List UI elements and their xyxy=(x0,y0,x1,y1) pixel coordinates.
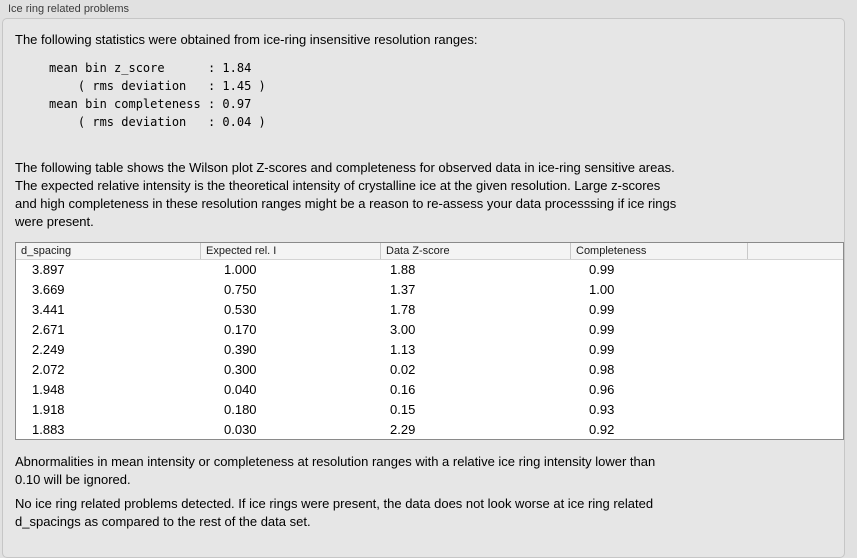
table-cell: 0.02 xyxy=(390,362,416,377)
table-cell xyxy=(747,300,843,320)
table-row[interactable]: 1.883 0.030 2.29 0.92 xyxy=(16,420,843,439)
table-row[interactable]: 2.671 0.170 3.00 0.99 xyxy=(16,320,843,340)
table-row[interactable]: 1.918 0.180 0.15 0.93 xyxy=(16,400,843,420)
table-row[interactable]: 2.072 0.300 0.02 0.98 xyxy=(16,360,843,380)
table-cell xyxy=(747,380,843,400)
table-cell xyxy=(747,400,843,420)
table-description-text: The following table shows the Wilson plo… xyxy=(15,159,832,231)
text-line: The expected relative intensity is the t… xyxy=(15,178,661,193)
table-cell: 3.441 xyxy=(32,302,65,317)
table-cell: 3.897 xyxy=(32,262,65,277)
table-cell: 0.92 xyxy=(589,422,615,437)
table-cell: 0.170 xyxy=(224,322,257,337)
table-cell: 0.99 xyxy=(589,302,615,317)
table-cell: 0.15 xyxy=(390,402,416,417)
ignored-ranges-note-text: Abnormalities in mean intensity or compl… xyxy=(15,453,832,489)
table-cell: 0.99 xyxy=(589,262,615,277)
panel-title: Ice ring related problems xyxy=(8,3,130,15)
table-cell: 0.96 xyxy=(589,382,615,397)
column-header-expected-rel-i[interactable]: Expected rel. I xyxy=(200,243,380,259)
table-cell: 1.37 xyxy=(390,282,416,297)
text-line: The following table shows the Wilson plo… xyxy=(15,160,675,175)
mean-bin-statistics-block: mean bin z_score : 1.84 ( rms deviation … xyxy=(49,61,266,129)
table-cell: 2.29 xyxy=(390,422,416,437)
table-cell xyxy=(747,360,843,380)
table-cell: 3.00 xyxy=(390,322,416,337)
table-cell xyxy=(747,260,843,280)
table-cell xyxy=(747,280,843,300)
text-line: Abnormalities in mean intensity or compl… xyxy=(15,454,656,469)
table-cell: 0.98 xyxy=(589,362,615,377)
table-cell: 2.671 xyxy=(32,322,65,337)
text-line: were present. xyxy=(15,214,94,229)
table-row[interactable]: 3.897 1.000 1.88 0.99 xyxy=(16,260,843,280)
conclusion-text: No ice ring related problems detected. I… xyxy=(15,495,832,531)
table-cell xyxy=(747,340,843,360)
table-cell: 0.16 xyxy=(390,382,416,397)
text-line: and high completeness in these resolutio… xyxy=(15,196,677,211)
table-cell: 0.040 xyxy=(224,382,257,397)
table-cell: 1.00 xyxy=(589,282,615,297)
statistics-intro-text: The following statistics were obtained f… xyxy=(15,32,478,47)
table-row[interactable]: 3.669 0.750 1.37 1.00 xyxy=(16,280,843,300)
table-cell: 0.93 xyxy=(589,402,615,417)
column-header-data-z-score[interactable]: Data Z-score xyxy=(380,243,570,259)
table-cell: 1.883 xyxy=(32,422,65,437)
table-cell: 0.99 xyxy=(589,342,615,357)
table-cell: 1.88 xyxy=(390,262,416,277)
table-cell: 1.000 xyxy=(224,262,257,277)
table-cell: 1.78 xyxy=(390,302,416,317)
table-cell: 0.750 xyxy=(224,282,257,297)
table-cell: 0.300 xyxy=(224,362,257,377)
text-line: No ice ring related problems detected. I… xyxy=(15,496,654,511)
table-cell: 0.030 xyxy=(224,422,257,437)
table-cell xyxy=(747,320,843,340)
column-header-completeness[interactable]: Completeness xyxy=(570,243,747,259)
table-cell: 0.99 xyxy=(589,322,615,337)
table-cell: 1.13 xyxy=(390,342,416,357)
table-cell: 0.530 xyxy=(224,302,257,317)
table-cell xyxy=(747,420,843,439)
text-line: 0.10 will be ignored. xyxy=(15,472,131,487)
table-body: 3.897 1.000 1.88 0.99 3.669 0.750 1.37 1.00 3.44… xyxy=(16,260,843,439)
table-cell: 0.180 xyxy=(224,402,257,417)
table-cell: 2.249 xyxy=(32,342,65,357)
ice-ring-report-page: Ice ring related problems The following … xyxy=(2,3,845,558)
table-cell: 1.918 xyxy=(32,402,65,417)
table-row[interactable]: 2.249 0.390 1.13 0.99 xyxy=(16,340,843,360)
column-header-spacer xyxy=(747,243,843,259)
table-row[interactable]: 3.441 0.530 1.78 0.99 xyxy=(16,300,843,320)
ice-ring-table[interactable]: d_spacing Expected rel. I Data Z-score C… xyxy=(15,242,844,440)
table-cell: 0.390 xyxy=(224,342,257,357)
text-line: d_spacings as compared to the rest of th… xyxy=(15,514,311,529)
column-header-d-spacing[interactable]: d_spacing xyxy=(21,245,72,257)
table-cell: 2.072 xyxy=(32,362,65,377)
table-row[interactable]: 1.948 0.040 0.16 0.96 xyxy=(16,380,843,400)
table-header-row: d_spacing Expected rel. I Data Z-score C… xyxy=(16,243,843,260)
table-cell: 1.948 xyxy=(32,382,65,397)
table-cell: 3.669 xyxy=(32,282,65,297)
ice-ring-groupbox: The following statistics were obtained f… xyxy=(2,18,845,558)
